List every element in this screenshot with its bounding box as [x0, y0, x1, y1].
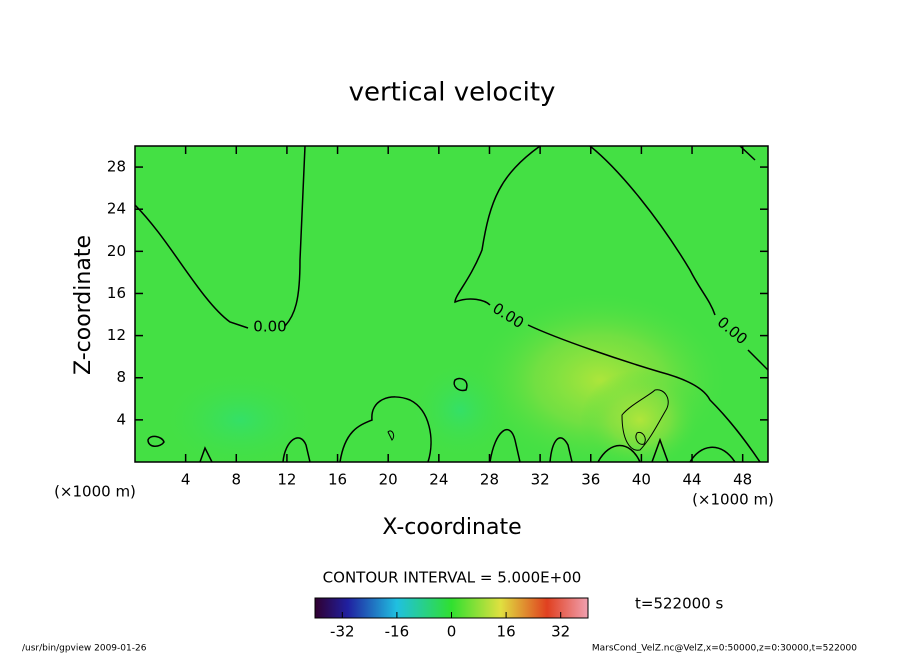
y-tick-label: 4	[116, 410, 126, 428]
field-patch	[410, 360, 510, 460]
x-tick-label: 28	[480, 471, 499, 489]
field	[135, 146, 768, 462]
x-tick-label: 20	[379, 471, 398, 489]
field-patch	[160, 370, 320, 462]
colorbar-tick-label: 32	[551, 623, 570, 641]
contour-line	[387, 389, 669, 451]
y-tick-label: 20	[107, 242, 126, 260]
x-tick-label: 32	[531, 471, 550, 489]
x-tick-label: 4	[181, 471, 191, 489]
contours	[135, 146, 768, 462]
x-unit: (×1000 m)	[54, 483, 136, 501]
x-tick-label: 36	[581, 471, 600, 489]
x-tick-label: 44	[682, 471, 701, 489]
chart-title: vertical velocity	[349, 78, 556, 108]
y-tick-label: 24	[107, 200, 126, 218]
contour-line	[147, 377, 736, 462]
contour-line	[454, 146, 761, 462]
colorbar-tick-label: -16	[385, 623, 410, 641]
contour-line	[135, 146, 306, 329]
x-tick-label: 8	[232, 471, 242, 489]
footer-left: /usr/bin/gpview 2009-01-26	[22, 644, 147, 654]
x-axis-label: X-coordinate	[382, 515, 521, 540]
colorbar-tick-label: 0	[447, 623, 457, 641]
x-unit: (×1000 m)	[692, 491, 774, 509]
footer-right: MarsCond_VelZ.nc@VelZ,x=0:50000,z=0:3000…	[592, 644, 857, 654]
y-tick-label: 12	[107, 326, 126, 344]
time-label: t=522000 s	[635, 595, 723, 613]
colorbar-tick-label: -32	[330, 623, 355, 641]
x-tick-label: 40	[632, 471, 651, 489]
contour-interval: CONTOUR INTERVAL = 5.000E+00	[323, 569, 582, 587]
y-tick-label: 28	[107, 158, 126, 176]
field-patch	[580, 370, 700, 462]
y-tick-label: 8	[116, 368, 126, 386]
plot-frame	[134, 145, 769, 463]
y-tick-label: 16	[107, 284, 126, 302]
x-tick-label: 16	[328, 471, 347, 489]
y-axis-label: Z-coordinate	[71, 235, 96, 375]
x-tick-label: 24	[429, 471, 448, 489]
x-tick-label: 12	[277, 471, 296, 489]
x-tick-label: 48	[733, 471, 752, 489]
colorbar-tick-label: 16	[497, 623, 516, 641]
contour-label: 0.00	[253, 318, 286, 336]
